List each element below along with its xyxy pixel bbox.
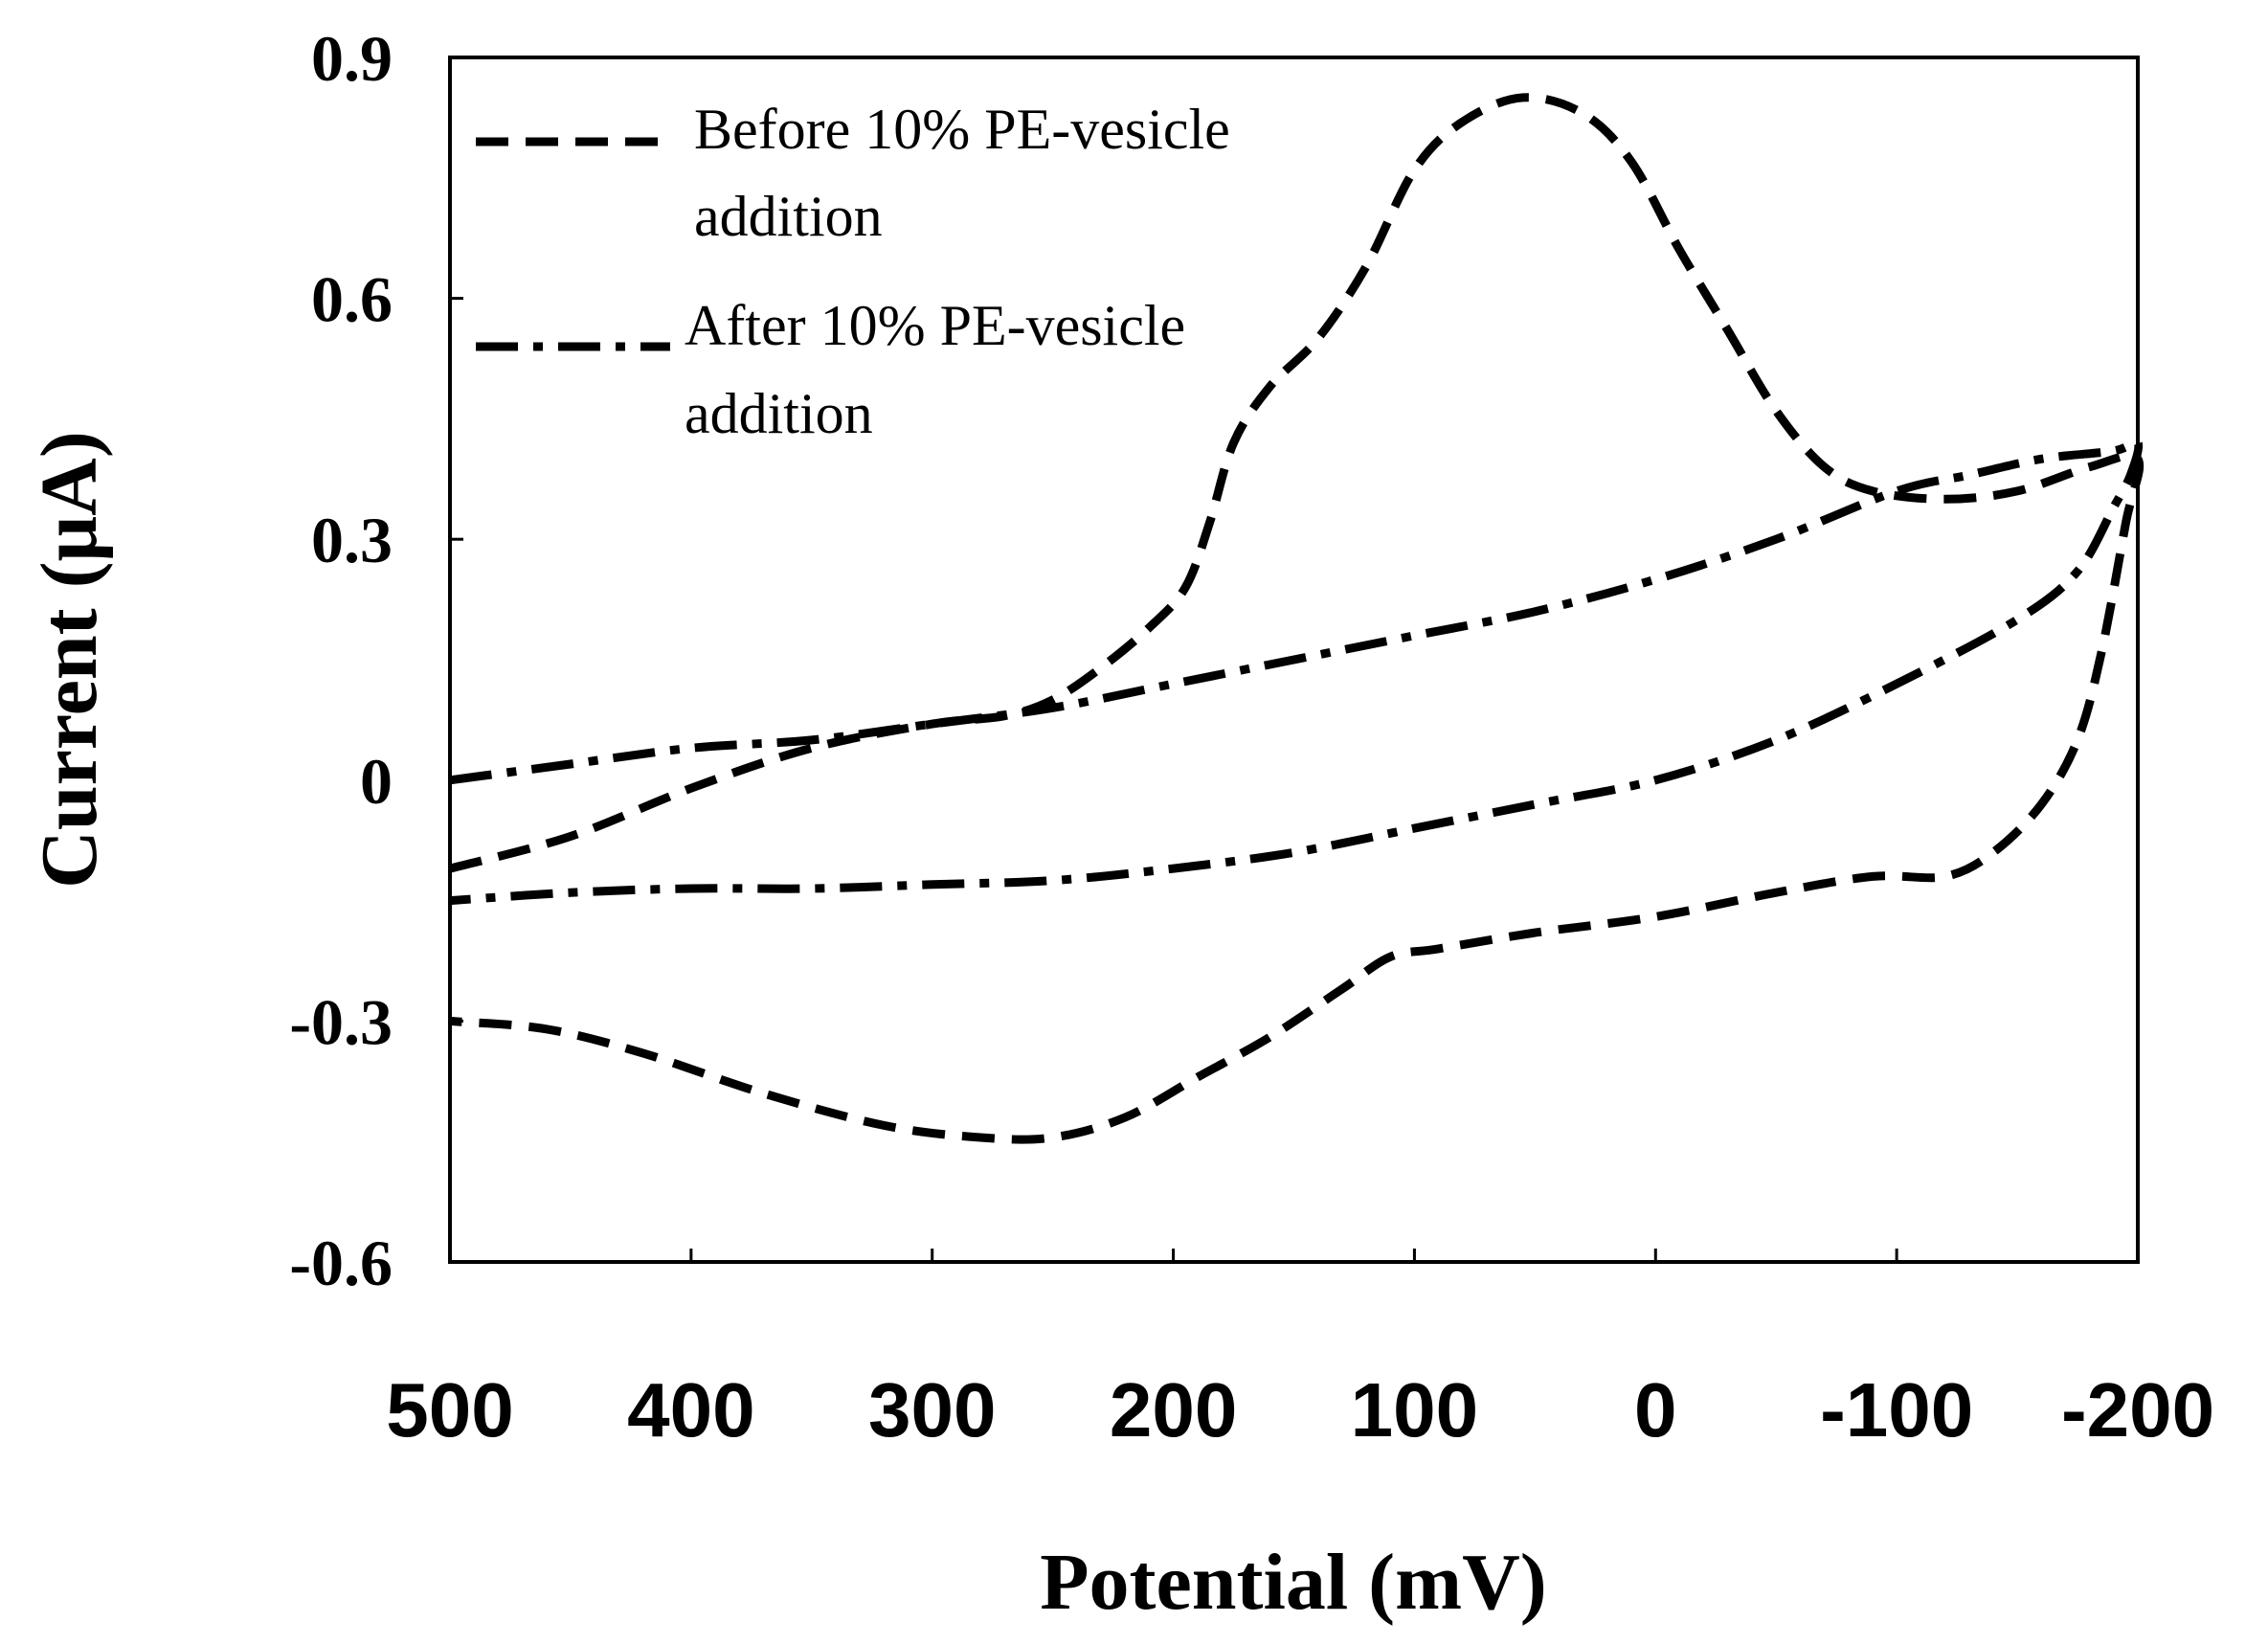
y-axis-ticks: 0.9 0.6 0.3 0 -0.3 -0.6: [289, 22, 463, 1299]
legend-label-before-line2: addition: [694, 185, 883, 248]
x-tick-label: 0: [1634, 1367, 1677, 1453]
x-tick-label: 400: [627, 1367, 754, 1453]
legend-label-before-line1: Before 10% PE-vesicle: [694, 98, 1230, 161]
legend: Before 10% PE-vesicle addition After 10%…: [476, 98, 1230, 445]
y-tick-label: 0.6: [311, 263, 393, 336]
y-tick-label: 0.9: [311, 22, 393, 95]
y-tick-label: -0.3: [289, 985, 393, 1058]
y-tick-label: -0.6: [289, 1227, 393, 1299]
x-axis-title: Potential (mV): [1040, 1538, 1547, 1627]
series-layer: [448, 93, 2144, 1144]
series-line-after: [449, 438, 2144, 906]
series-line-before: [448, 93, 2144, 1144]
x-tick-label: -200: [2061, 1367, 2214, 1453]
x-tick-label: 300: [868, 1367, 996, 1453]
plot-frame: [448, 56, 2140, 1264]
x-axis-ticks: 500 400 300 200 100 0 -100 -200: [386, 1249, 2214, 1453]
x-tick-label: 100: [1351, 1367, 1478, 1453]
x-tick-label: 500: [386, 1367, 513, 1453]
y-tick-label: 0: [360, 745, 393, 818]
legend-label-after-line2: addition: [685, 382, 873, 445]
x-tick-label: -100: [1820, 1367, 1973, 1453]
y-tick-label: 0.3: [311, 504, 393, 576]
y-axis-title: Current (μA): [25, 431, 114, 889]
x-tick-label: 200: [1110, 1367, 1237, 1453]
legend-label-after-line1: After 10% PE-vesicle: [685, 294, 1185, 357]
